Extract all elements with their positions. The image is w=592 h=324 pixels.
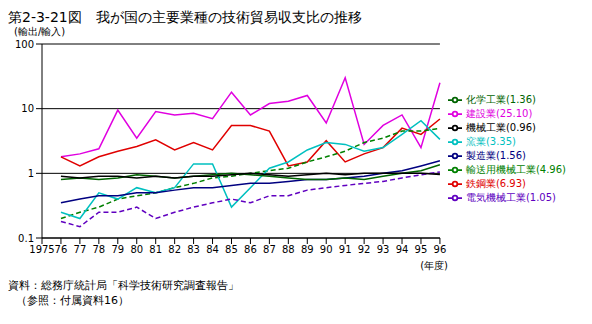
svg-text:100: 100 [15,39,34,50]
svg-text:78: 78 [92,244,105,255]
html-text:機械工業(0.96): 機械工業(0.96) [465,122,536,133]
svg-text:10: 10 [21,103,34,114]
html-text:第2-3-21図 我が国の主要業種の技術貿易収支比の推移: 第2-3-21図 我が国の主要業種の技術貿易収支比の推移 [8,9,362,25]
html-text:化学工業(1.36): 化学工業(1.36) [465,94,536,105]
html-text:輸送用機械工業(4.96): 輸送用機械工業(4.96) [465,164,566,175]
html-text:(年度): (年度) [420,260,448,271]
svg-text:84: 84 [206,244,219,255]
svg-text:87: 87 [263,244,276,255]
html-text:資料：総務庁統計局「科学技術研究調査報告」: 資料：総務庁統計局「科学技術研究調査報告」 [8,279,239,292]
html-text:鉄鋼業(6.93): 鉄鋼業(6.93) [465,178,526,189]
svg-text:83: 83 [187,244,200,255]
svg-text:1: 1 [28,168,34,179]
svg-text:96: 96 [434,244,447,255]
html-text:窯業(3.35): 窯業(3.35) [465,136,516,147]
svg-text:79: 79 [111,244,124,255]
svg-text:90: 90 [320,244,333,255]
svg-text:80: 80 [130,244,143,255]
svg-text:86: 86 [244,244,257,255]
svg-text:82: 82 [168,244,181,255]
svg-text:81: 81 [149,244,162,255]
html-text:製造業(1.56): 製造業(1.56) [465,150,526,161]
svg-text:91: 91 [339,244,352,255]
svg-text:88: 88 [282,244,295,255]
html-text:(輸出/輸入): (輸出/輸入) [14,26,66,37]
svg-text:0.1: 0.1 [18,233,34,244]
html-text:建設業(25.10): 建設業(25.10) [465,108,533,119]
svg-text:94: 94 [396,244,409,255]
svg-text:76: 76 [55,244,68,255]
svg-text:95: 95 [415,244,428,255]
html-text:（参照：付属資料16）: （参照：付属資料16） [16,294,129,307]
svg-text:77: 77 [74,244,87,255]
svg-text:89: 89 [301,244,314,255]
svg-text:93: 93 [377,244,390,255]
svg-text:1975: 1975 [29,244,54,255]
html-text:電気機械工業(1.05): 電気機械工業(1.05) [465,192,556,203]
svg-text:85: 85 [225,244,238,255]
svg-text:92: 92 [358,244,371,255]
